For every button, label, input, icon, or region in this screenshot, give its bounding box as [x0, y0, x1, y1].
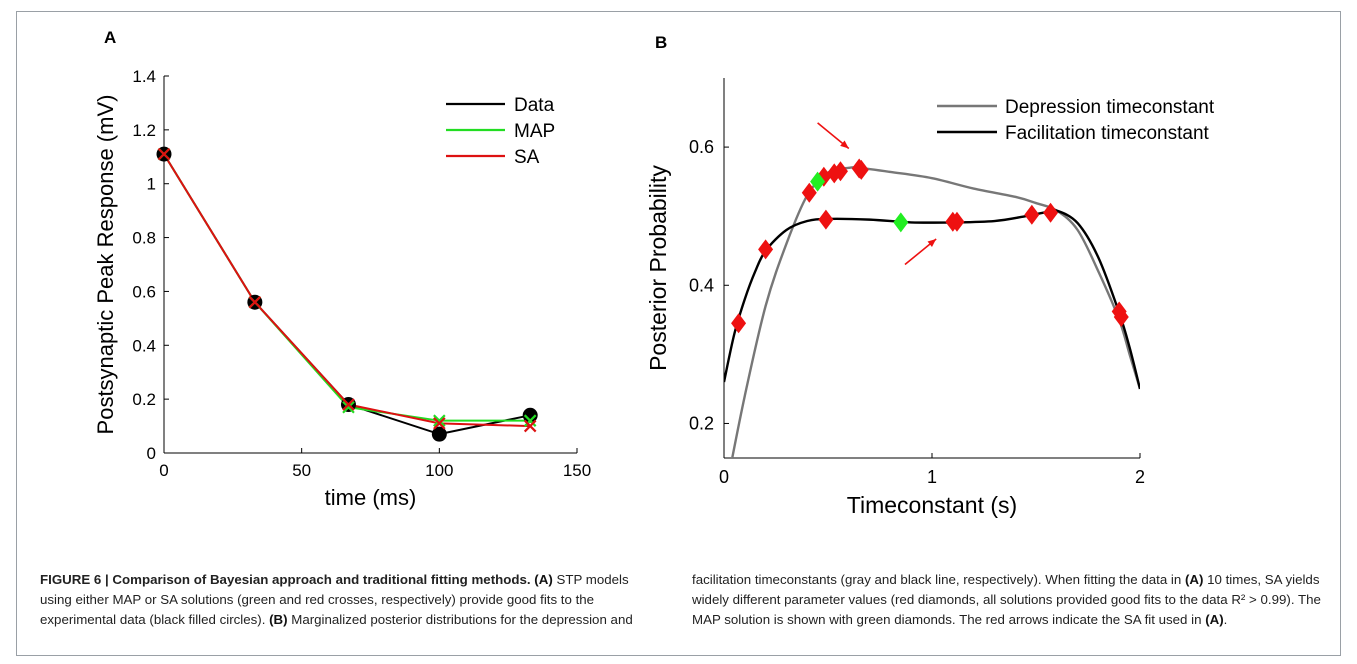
y-tick-label: 0	[147, 444, 156, 463]
legend-label-sa: SA	[514, 147, 540, 168]
data-point-sa	[342, 398, 355, 411]
panel-label-a: A	[104, 28, 116, 47]
caption-fragment: (A)	[1205, 612, 1224, 627]
data-point-map	[342, 400, 355, 414]
sa-solution-diamond	[1113, 307, 1129, 328]
y-axis-label: Postsynaptic Peak Response (mV)	[93, 95, 118, 435]
y-axis-label: Posterior Probability	[645, 165, 671, 371]
map-solution-diamond	[893, 212, 909, 233]
sa-solution-diamond	[1043, 202, 1059, 223]
caption-fragment: .	[1223, 612, 1228, 627]
sa-solution-diamond	[1024, 204, 1040, 225]
sa-solution-diamond	[949, 211, 965, 232]
caption-fragment: STP models using either MAP or SA soluti…	[40, 572, 629, 627]
data-point-sa	[248, 295, 262, 309]
sa-solution-diamond	[731, 313, 747, 334]
caption-fragment: (A)	[534, 572, 553, 587]
data-point-map	[523, 414, 537, 427]
x-tick-label: 50	[292, 461, 311, 480]
caption-right-text: facilitation timeconstants (gray and bla…	[692, 572, 1321, 627]
plot-area	[724, 166, 1140, 458]
chart-panel-a: A 0 50 100 150 0 0.2 0.4 0.6 0.8 1 1.2 1.4 time (ms) P…	[93, 28, 591, 510]
data-point-sa	[433, 417, 446, 430]
x-tick-label: 150	[563, 461, 591, 480]
caption-fragment: 10 times, SA yields widely different par…	[692, 572, 1321, 627]
caption-left-column: FIGURE 6 | Comparison of Bayesian approa…	[40, 570, 650, 630]
x-tick-label: 100	[425, 461, 453, 480]
x-tick-label: 0	[159, 461, 168, 480]
x-tick-label: 1	[927, 467, 937, 487]
sa-solution-diamond	[853, 159, 869, 180]
panel-label-b: B	[655, 33, 667, 52]
y-tick-label: 1	[147, 175, 156, 194]
sa-solution-diamond	[832, 161, 848, 182]
x-axis-label: Timeconstant (s)	[847, 492, 1017, 518]
y-tick-label: 0.2	[132, 390, 156, 409]
depression-timeconstant-curve	[730, 166, 1140, 458]
legend-label-map: MAP	[514, 121, 555, 142]
annotation-arrow-head	[840, 140, 849, 149]
x-tick-label: 2	[1135, 467, 1145, 487]
sa-solution-diamond	[801, 182, 817, 203]
facilitation-timeconstant-curve	[724, 208, 1140, 390]
data-point-sa	[157, 147, 171, 161]
y-tick-label: 1.4	[132, 67, 156, 86]
caption-fragment: (B)	[269, 612, 288, 627]
caption-fragment: Marginalized posterior distributions for…	[287, 612, 633, 627]
sa-solution-diamond	[758, 239, 774, 260]
x-axis-label: time (ms)	[325, 485, 417, 510]
data-point-data	[431, 426, 447, 442]
map-solution-diamond	[810, 171, 826, 192]
y-tick-label: 0.6	[132, 282, 156, 301]
data-point-data	[522, 407, 538, 423]
y-tick-label: 1.2	[132, 121, 156, 140]
figure-frame	[16, 11, 1341, 656]
y-tick-label: 0.8	[132, 229, 156, 248]
data-point-sa	[523, 419, 537, 433]
caption-right-column: facilitation timeconstants (gray and bla…	[692, 570, 1322, 630]
caption-fragment: (A)	[1184, 572, 1204, 587]
y-tick-label: 0.4	[132, 336, 156, 355]
legend-label-data: Data	[514, 95, 555, 116]
caption-left-text: (A) STP models using either MAP or SA so…	[40, 572, 633, 627]
legend-label: Depression timeconstant	[1005, 97, 1215, 118]
y-tick-label: 0.2	[689, 413, 714, 433]
legend-label: Facilitation timeconstant	[1005, 123, 1210, 144]
data-point-map	[433, 414, 446, 427]
x-tick-label: 0	[719, 467, 729, 487]
caption-fragment: facilitation timeconstants (gray and bla…	[692, 572, 1185, 587]
chart-panel-b: B 0 1 2 0.2 0.4 0.6 Timeconstant (s) Posterior P…	[645, 33, 1215, 518]
caption-title: FIGURE 6 | Comparison of Bayesian approa…	[40, 572, 531, 587]
y-tick-label: 0.6	[689, 137, 714, 157]
annotation-arrow-head	[927, 238, 937, 247]
sa-solution-diamond	[818, 209, 834, 230]
y-tick-label: 0.4	[689, 275, 714, 295]
